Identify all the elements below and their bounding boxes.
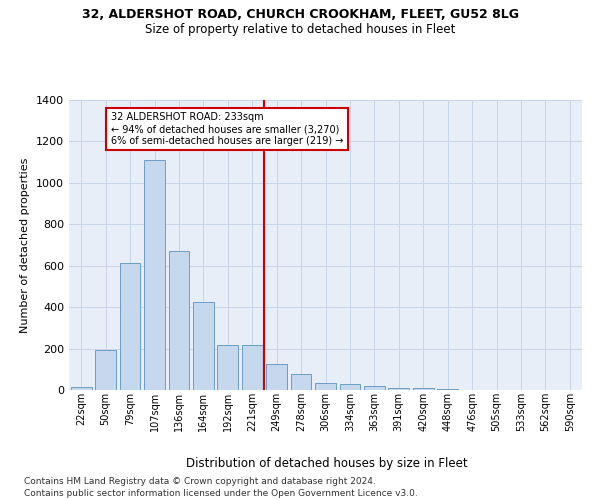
Bar xyxy=(290,374,311,390)
Text: 32, ALDERSHOT ROAD, CHURCH CROOKHAM, FLEET, GU52 8LG: 32, ALDERSHOT ROAD, CHURCH CROOKHAM, FLE… xyxy=(82,8,518,20)
Text: Distribution of detached houses by size in Fleet: Distribution of detached houses by size … xyxy=(186,458,468,470)
Bar xyxy=(388,388,409,390)
Text: 32 ALDERSHOT ROAD: 233sqm
← 94% of detached houses are smaller (3,270)
6% of sem: 32 ALDERSHOT ROAD: 233sqm ← 94% of detac… xyxy=(110,112,343,146)
Bar xyxy=(193,302,214,390)
Bar xyxy=(217,346,238,390)
Bar xyxy=(266,364,287,390)
Bar xyxy=(95,350,116,390)
Bar xyxy=(242,346,263,390)
Text: Contains public sector information licensed under the Open Government Licence v3: Contains public sector information licen… xyxy=(24,489,418,498)
Bar xyxy=(119,262,140,390)
Bar xyxy=(144,160,165,390)
Text: Contains HM Land Registry data © Crown copyright and database right 2024.: Contains HM Land Registry data © Crown c… xyxy=(24,478,376,486)
Bar xyxy=(71,387,92,390)
Bar xyxy=(413,388,434,390)
Bar xyxy=(169,251,190,390)
Text: Size of property relative to detached houses in Fleet: Size of property relative to detached ho… xyxy=(145,22,455,36)
Bar xyxy=(364,386,385,390)
Y-axis label: Number of detached properties: Number of detached properties xyxy=(20,158,31,332)
Bar xyxy=(340,384,361,390)
Bar xyxy=(315,383,336,390)
